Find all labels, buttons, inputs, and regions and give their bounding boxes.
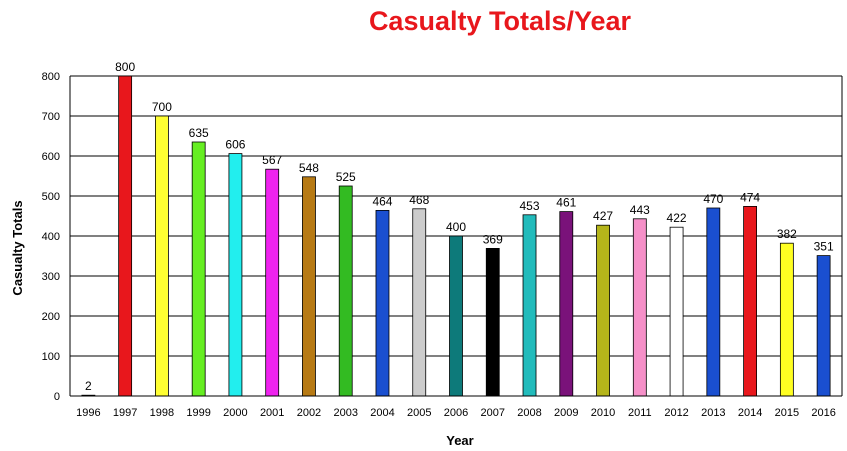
bar-2014 bbox=[743, 205, 757, 397]
x-tick-label-2011: 2011 bbox=[628, 407, 652, 419]
labels: 0 100 200 300 400 500 600 700 800 2 1996 800 1997 700… bbox=[42, 60, 836, 419]
bar-2010 bbox=[596, 224, 610, 397]
x-tick-label-1998: 1998 bbox=[150, 407, 174, 419]
data-label-2013: 470 bbox=[703, 192, 723, 206]
x-tick-label-2014: 2014 bbox=[738, 407, 762, 419]
y-tick-label: 800 bbox=[42, 71, 60, 83]
x-tick-label-2009: 2009 bbox=[554, 407, 578, 419]
chart-title: Casualty Totals/Year bbox=[368, 6, 632, 36]
bar-2000 bbox=[228, 153, 243, 397]
data-label-2003: 525 bbox=[336, 170, 356, 184]
bar-1999 bbox=[191, 141, 206, 397]
data-label-2004: 464 bbox=[372, 194, 392, 208]
y-tick-label: 400 bbox=[42, 231, 60, 243]
x-tick-label-2012: 2012 bbox=[664, 407, 688, 419]
x-tick-label-1999: 1999 bbox=[186, 407, 210, 419]
data-label-2008: 453 bbox=[520, 199, 540, 213]
x-tick-label-2006: 2006 bbox=[444, 407, 468, 419]
bar-2006 bbox=[449, 235, 463, 397]
bar-2012 bbox=[669, 226, 684, 397]
data-label-1998: 700 bbox=[152, 100, 172, 114]
x-tick-label-2002: 2002 bbox=[297, 407, 321, 419]
data-label-1996: 2 bbox=[85, 379, 92, 393]
bar-2013 bbox=[706, 207, 721, 397]
x-tick-label-2008: 2008 bbox=[517, 407, 541, 419]
y-tick-label: 700 bbox=[42, 111, 60, 123]
data-label-2002: 548 bbox=[299, 161, 319, 175]
bar-2004 bbox=[375, 209, 390, 397]
x-tick-label-2007: 2007 bbox=[481, 407, 505, 419]
data-label-2014: 474 bbox=[740, 190, 760, 204]
data-label-2005: 468 bbox=[409, 193, 429, 207]
x-tick-label-2016: 2016 bbox=[811, 407, 835, 419]
x-tick-label-1997: 1997 bbox=[113, 407, 137, 419]
data-label-1997: 800 bbox=[115, 60, 135, 74]
bar-2001 bbox=[265, 168, 280, 397]
x-tick-label-1996: 1996 bbox=[76, 407, 100, 419]
x-tick-label-2013: 2013 bbox=[701, 407, 725, 419]
x-axis-label: Year bbox=[446, 433, 473, 448]
bar-2003 bbox=[338, 185, 353, 397]
y-tick-label: 300 bbox=[42, 271, 60, 283]
y-tick-label: 500 bbox=[42, 191, 60, 203]
y-tick-label: 200 bbox=[42, 311, 60, 323]
data-label-2010: 427 bbox=[593, 209, 613, 223]
axes bbox=[69, 76, 843, 397]
data-label-2007: 369 bbox=[483, 232, 503, 246]
y-axis-label: Casualty Totals bbox=[10, 200, 25, 295]
bar-1997 bbox=[118, 75, 133, 397]
data-label-2001: 567 bbox=[262, 153, 282, 167]
data-label-1999: 635 bbox=[189, 126, 209, 140]
data-label-2012: 422 bbox=[667, 211, 687, 225]
bar-2002 bbox=[302, 176, 316, 397]
data-label-2009: 461 bbox=[556, 196, 576, 210]
bars bbox=[81, 75, 831, 397]
data-label-2006: 400 bbox=[446, 220, 466, 234]
y-tick-label: 600 bbox=[42, 151, 60, 163]
x-tick-label-2001: 2001 bbox=[260, 407, 284, 419]
x-tick-label-2010: 2010 bbox=[591, 407, 615, 419]
y-tick-label: 0 bbox=[54, 391, 60, 403]
x-tick-label-2003: 2003 bbox=[333, 407, 357, 419]
x-tick-label-2000: 2000 bbox=[223, 407, 247, 419]
bar-2007 bbox=[485, 247, 500, 397]
bar-2008 bbox=[522, 214, 537, 397]
data-label-2015: 382 bbox=[777, 227, 797, 241]
bar-2005 bbox=[412, 208, 427, 397]
bar-2009 bbox=[559, 211, 574, 397]
bar-2015 bbox=[779, 242, 794, 397]
bar-1998 bbox=[155, 115, 169, 397]
data-label-2000: 606 bbox=[225, 138, 245, 152]
data-label-2016: 351 bbox=[814, 240, 834, 254]
x-tick-label-2005: 2005 bbox=[407, 407, 431, 419]
x-tick-label-2004: 2004 bbox=[370, 407, 394, 419]
bar-2016 bbox=[816, 255, 831, 397]
x-tick-label-2015: 2015 bbox=[775, 407, 799, 419]
data-label-2011: 443 bbox=[630, 203, 650, 217]
y-tick-label: 100 bbox=[42, 351, 60, 363]
bar-2011 bbox=[632, 218, 647, 397]
